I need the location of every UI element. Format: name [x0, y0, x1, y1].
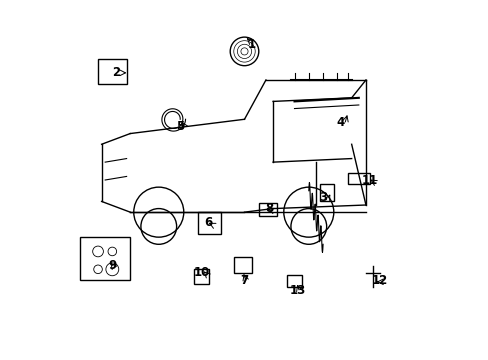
Bar [98, 59, 126, 84]
Text: 11: 11 [361, 174, 377, 186]
Bar [80, 237, 130, 280]
Bar [287, 275, 301, 287]
Bar [198, 212, 221, 234]
Text: 2: 2 [112, 66, 120, 79]
Text: 6: 6 [204, 216, 212, 229]
Text: 4: 4 [336, 116, 345, 129]
Text: 10: 10 [193, 266, 209, 279]
Bar [347, 173, 369, 184]
Text: 1: 1 [247, 38, 255, 51]
Bar [233, 257, 251, 273]
Text: 9: 9 [108, 259, 116, 272]
Bar [258, 203, 276, 216]
Text: 3: 3 [318, 192, 326, 204]
Text: 12: 12 [371, 274, 387, 287]
Bar [194, 269, 208, 284]
Text: 13: 13 [289, 284, 305, 297]
Text: 8: 8 [265, 202, 273, 215]
Text: 5: 5 [176, 120, 184, 133]
Text: 7: 7 [240, 274, 248, 287]
Bar [319, 184, 333, 202]
